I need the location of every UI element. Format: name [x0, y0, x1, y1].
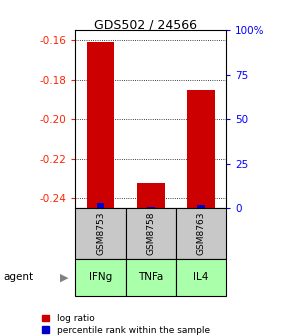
Bar [97, 203, 104, 208]
Bar [137, 182, 165, 208]
FancyBboxPatch shape [176, 259, 226, 296]
FancyBboxPatch shape [176, 208, 226, 259]
Text: GSM8758: GSM8758 [146, 212, 155, 255]
Bar [147, 207, 155, 208]
Text: IFNg: IFNg [89, 272, 112, 282]
Text: GDS502 / 24566: GDS502 / 24566 [93, 18, 197, 32]
Bar [197, 205, 205, 208]
Text: IL4: IL4 [193, 272, 209, 282]
FancyBboxPatch shape [126, 259, 176, 296]
Text: GSM8763: GSM8763 [197, 212, 206, 255]
FancyBboxPatch shape [75, 259, 126, 296]
Text: ▶: ▶ [59, 272, 68, 282]
FancyBboxPatch shape [75, 208, 126, 259]
Bar [187, 90, 215, 208]
FancyBboxPatch shape [126, 208, 176, 259]
Text: GSM8753: GSM8753 [96, 212, 105, 255]
Text: TNFa: TNFa [138, 272, 164, 282]
Legend: log ratio, percentile rank within the sample: log ratio, percentile rank within the sa… [42, 314, 210, 335]
Text: agent: agent [3, 272, 33, 282]
Bar [87, 42, 114, 208]
